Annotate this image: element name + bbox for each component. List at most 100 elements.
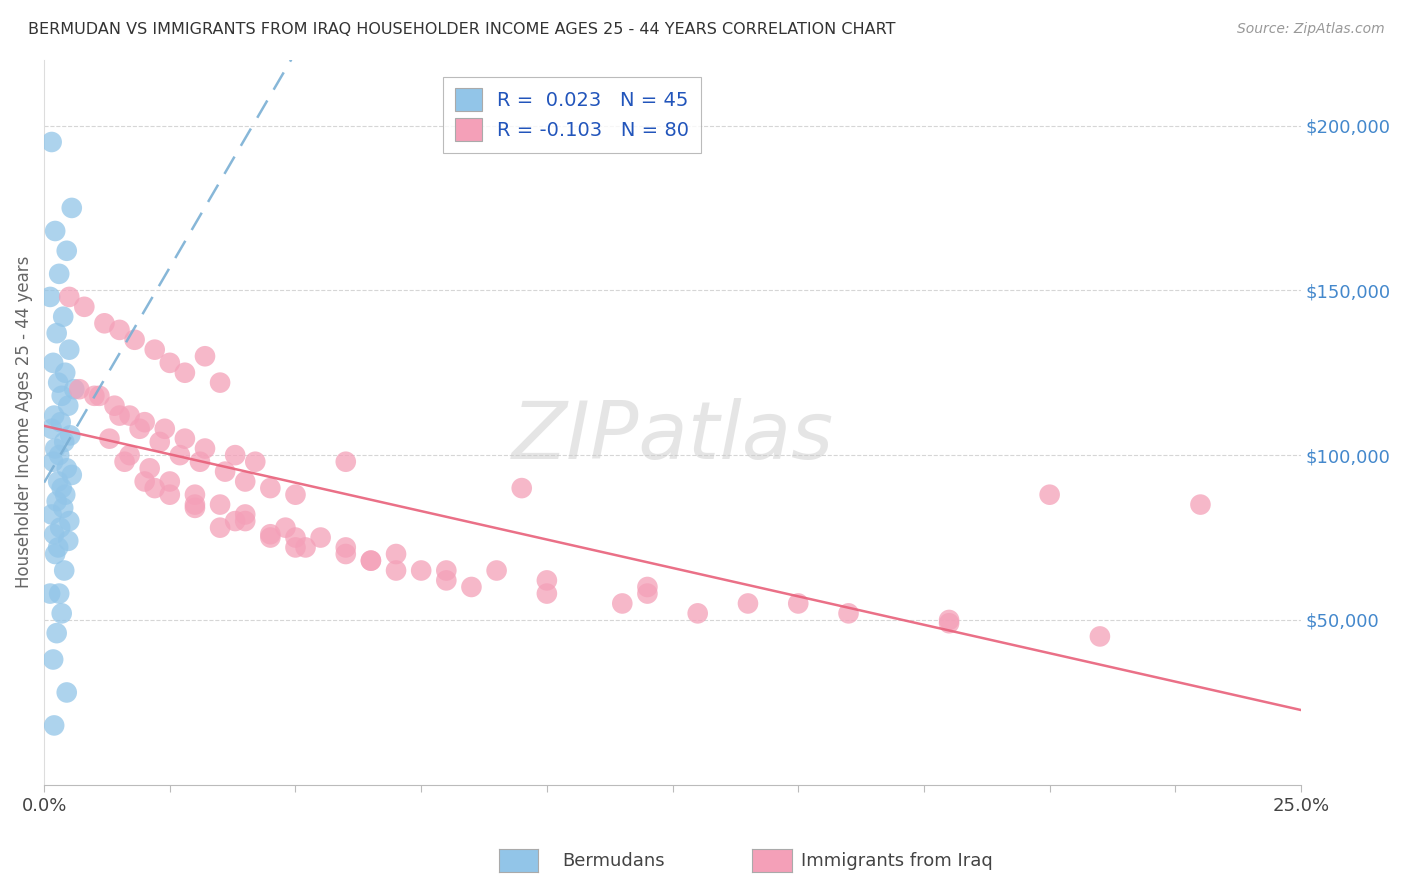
Point — [169, 448, 191, 462]
Point — [159, 488, 181, 502]
Point — [233, 514, 256, 528]
Point — [55, 461, 77, 475]
Point — [45, 326, 67, 341]
Point — [89, 389, 111, 403]
Point — [460, 580, 482, 594]
Point — [209, 498, 232, 512]
Point — [411, 564, 433, 578]
Point — [510, 481, 533, 495]
Point — [118, 448, 141, 462]
Point — [209, 521, 232, 535]
Point — [173, 366, 195, 380]
Point — [194, 349, 217, 363]
Point — [274, 521, 297, 535]
Point — [114, 455, 136, 469]
Point — [233, 508, 256, 522]
Point — [51, 389, 73, 403]
Point — [309, 531, 332, 545]
Point — [636, 580, 658, 594]
Point — [385, 547, 408, 561]
Point — [48, 448, 70, 462]
Point — [385, 564, 408, 578]
Point — [98, 432, 121, 446]
Point — [184, 500, 207, 515]
Point — [53, 434, 76, 449]
Point — [335, 547, 357, 561]
Point — [143, 481, 166, 495]
Point — [159, 356, 181, 370]
Point — [51, 481, 73, 495]
Point — [209, 376, 232, 390]
Point — [42, 455, 65, 469]
Point — [1039, 488, 1062, 502]
Point — [335, 455, 357, 469]
Point — [938, 616, 960, 631]
Point — [51, 607, 73, 621]
Point — [60, 201, 83, 215]
Point — [138, 461, 160, 475]
Legend: R =  0.023   N = 45, R = -0.103   N = 80: R = 0.023 N = 45, R = -0.103 N = 80 — [443, 77, 702, 153]
Text: Source: ZipAtlas.com: Source: ZipAtlas.com — [1237, 22, 1385, 37]
Point — [44, 442, 66, 456]
Point — [39, 290, 62, 304]
Point — [48, 267, 70, 281]
Point — [53, 564, 76, 578]
Point — [938, 613, 960, 627]
Point — [536, 574, 558, 588]
Point — [55, 685, 77, 699]
Point — [536, 586, 558, 600]
Point — [42, 652, 65, 666]
Point — [838, 607, 860, 621]
Point — [118, 409, 141, 423]
Point — [46, 475, 69, 489]
Point — [46, 541, 69, 555]
Point — [1088, 629, 1111, 643]
Point — [294, 541, 316, 555]
Point — [60, 467, 83, 482]
Point — [52, 310, 75, 324]
Point — [103, 399, 125, 413]
Point — [48, 586, 70, 600]
Point — [737, 597, 759, 611]
Point — [73, 300, 96, 314]
Point — [58, 533, 80, 548]
Point — [83, 389, 105, 403]
Point — [108, 409, 131, 423]
Point — [434, 574, 457, 588]
Point — [39, 586, 62, 600]
Point — [45, 626, 67, 640]
Point — [284, 488, 307, 502]
Point — [128, 422, 150, 436]
Point — [360, 553, 382, 567]
Point — [224, 448, 246, 462]
Point — [49, 415, 72, 429]
Point — [787, 597, 810, 611]
Text: BERMUDAN VS IMMIGRANTS FROM IRAQ HOUSEHOLDER INCOME AGES 25 - 44 YEARS CORRELATI: BERMUDAN VS IMMIGRANTS FROM IRAQ HOUSEHO… — [28, 22, 896, 37]
Point — [93, 316, 115, 330]
Point — [485, 564, 508, 578]
Point — [284, 541, 307, 555]
Text: Immigrants from Iraq: Immigrants from Iraq — [801, 852, 993, 870]
Point — [46, 376, 69, 390]
Point — [58, 514, 80, 528]
Point — [58, 399, 80, 413]
Point — [224, 514, 246, 528]
Point — [41, 422, 63, 436]
Point — [1189, 498, 1212, 512]
Point — [173, 432, 195, 446]
Point — [58, 343, 80, 357]
Point — [44, 718, 66, 732]
Point — [41, 135, 63, 149]
Y-axis label: Householder Income Ages 25 - 44 years: Householder Income Ages 25 - 44 years — [15, 256, 32, 589]
Point — [636, 586, 658, 600]
Point — [44, 527, 66, 541]
Point — [41, 508, 63, 522]
Point — [53, 488, 76, 502]
Point — [149, 434, 172, 449]
Text: Bermudans: Bermudans — [562, 852, 665, 870]
Point — [434, 564, 457, 578]
Point — [58, 290, 80, 304]
Point — [284, 531, 307, 545]
Point — [259, 481, 281, 495]
Point — [335, 541, 357, 555]
